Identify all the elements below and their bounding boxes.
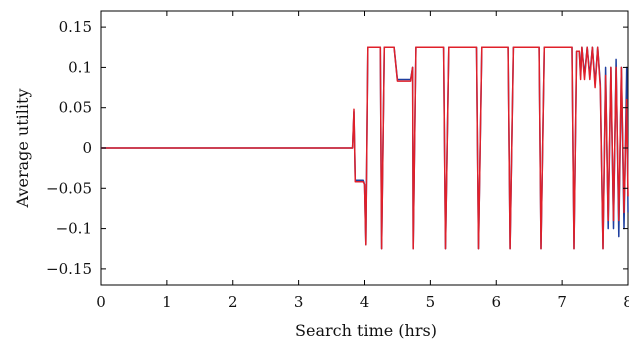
y-tick-label: −0.1 [56,220,92,238]
x-tick-label: 6 [491,293,501,311]
x-tick-label: 8 [623,293,629,311]
x-tick-label: 5 [426,293,436,311]
x-tick-label: 1 [162,293,172,311]
x-tick-label: 7 [557,293,567,311]
x-tick-label: 2 [228,293,238,311]
x-tick-label: 0 [96,293,106,311]
series-layer [101,46,629,250]
ticks-layer: 0 1 2 3 4 5 6 7 8 0.15 0.1 0.05 0 −0.05 −0.1 −0.15 [46,11,629,311]
x-tick-label: 4 [360,293,370,311]
y-tick-label: −0.05 [46,179,92,197]
x-axis-title: Search time (hrs) [295,321,437,340]
y-axis-title: Average utility [13,89,32,209]
y-tick-label: −0.15 [46,260,92,278]
y-tick-label: 0.1 [68,58,92,76]
y-tick-label: 0 [82,139,92,157]
x-tick-label: 3 [294,293,304,311]
y-tick-label: 0.05 [59,99,92,117]
y-tick-label: 0.15 [59,18,92,36]
series-line-2 [101,46,629,250]
